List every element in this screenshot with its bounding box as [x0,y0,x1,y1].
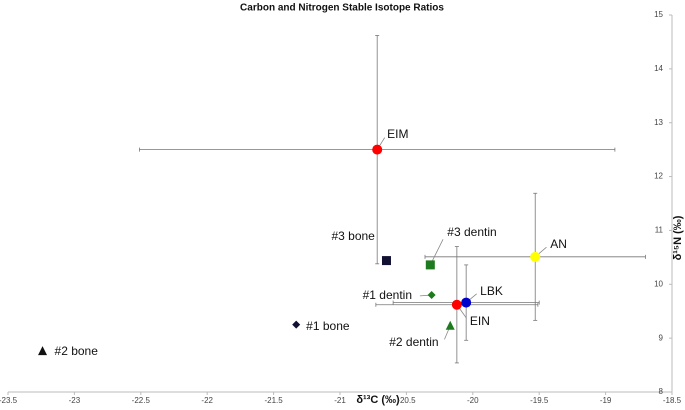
point-label: #3 dentin [447,225,496,239]
y-axis-label: δ¹⁵N (‰) [672,215,684,260]
x-tick-label: -18.5 [663,396,682,405]
x-tick-label: -20 [467,396,479,405]
point [427,291,436,300]
y-tick-label: 14 [654,64,663,73]
x-tick-label: -23.5 [0,396,18,405]
point [381,256,391,266]
point [530,251,541,262]
point-label: #2 bone [55,344,99,358]
point [445,320,455,330]
y-tick-label: 10 [654,279,663,288]
point [451,299,462,310]
y-tick-label: 13 [654,118,663,127]
point [38,346,48,356]
point-label: #2 dentin [389,335,438,349]
y-tick-label: 12 [654,172,663,181]
point [292,320,301,329]
point [461,297,472,308]
y-tick-label: 15 [654,10,663,19]
x-tick-label: -22.5 [132,396,151,405]
x-tick-label: -22 [201,396,213,405]
point-label: LBK [480,284,503,298]
x-axis-label: δ¹³C (‰) [356,394,400,406]
point-label: #3 bone [331,229,375,243]
chart-title: Carbon and Nitrogen Stable Isotope Ratio… [240,3,444,14]
point [372,144,383,155]
point-label: AN [550,237,567,251]
point-label: #1 dentin [363,288,412,302]
y-tick-label: 8 [659,387,664,396]
point-label: EIM [387,127,408,141]
point-label: EIN [470,314,490,328]
point [425,260,435,270]
x-tick-label: -21.5 [264,396,283,405]
x-tick-label: -21 [334,396,346,405]
y-tick-label: 9 [659,333,664,342]
x-tick-label: -19.5 [530,396,549,405]
point-label: #1 bone [306,319,350,333]
x-tick-label: -23 [69,396,81,405]
x-tick-label: -20.5 [397,396,416,405]
y-tick-label: 11 [655,226,664,235]
x-tick-label: -19 [600,396,612,405]
